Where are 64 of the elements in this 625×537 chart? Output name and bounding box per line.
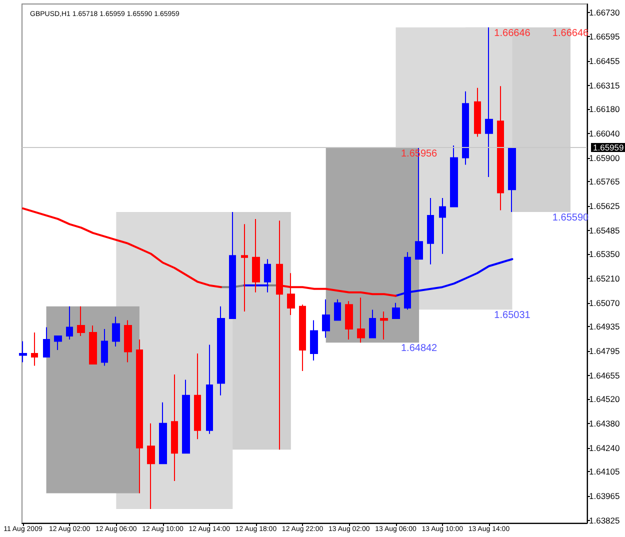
candlestick: [54, 336, 62, 350]
candlestick: [369, 309, 376, 338]
candlestick: [392, 302, 400, 320]
annotation: 1.65031: [494, 310, 531, 322]
y-tick-label: 1.64520: [589, 394, 620, 404]
y-tick-label: 1.65625: [589, 200, 620, 211]
candlestick: [136, 339, 143, 494]
candlestick: [194, 352, 201, 440]
y-tick-label: 1.66595: [589, 31, 620, 42]
candlestick: [229, 211, 236, 320]
y-tick-label: 1.65900: [589, 152, 620, 163]
candlestick: [89, 325, 97, 364]
y-tick-label: 1.65350: [589, 248, 620, 259]
annotation: 1.66646: [494, 28, 531, 39]
y-tick-label: 1.65070: [589, 298, 620, 308]
candlestick: [439, 197, 446, 254]
y-tick-label: 1.66180: [589, 104, 620, 114]
candlestick: [124, 320, 132, 363]
y-tick-label: 1.66040: [589, 128, 620, 138]
y-tick-label: 1.66730: [589, 8, 620, 18]
candlestick: [485, 26, 493, 178]
y-tick-label: 1.66455: [589, 56, 620, 66]
candlestick: [345, 300, 353, 340]
candlestick: [19, 340, 27, 363]
candlestick: [380, 311, 388, 340]
y-tick-label: 1.64935: [589, 321, 620, 332]
y-tick-label: 1.64105: [589, 466, 620, 476]
candlestick: [147, 422, 155, 510]
y-tick-label: 1.65485: [589, 225, 620, 236]
candlestick: [497, 86, 504, 211]
candlestick: [77, 306, 85, 337]
y-tick-label: 1.64240: [589, 442, 620, 453]
y-tick-label: 1.65765: [589, 176, 620, 186]
candlestick: [252, 218, 260, 293]
y-tick-label: 1.65210: [589, 273, 620, 284]
candlestick: [101, 328, 108, 366]
candlestick: [310, 320, 318, 361]
y-tick-label: 1.66315: [589, 80, 620, 90]
annotation: 1.64842: [400, 343, 438, 354]
candlestick: [66, 306, 73, 340]
candlestick: [357, 297, 365, 344]
candlestick: [171, 374, 178, 482]
y-tick-label: 1.64795: [589, 346, 620, 356]
candlestick: [217, 306, 225, 396]
candlestick: [206, 344, 213, 434]
candlestick: [159, 402, 167, 464]
candlestick: [474, 87, 481, 138]
y-tick-label: 1.63825: [589, 515, 620, 526]
candlestick: [241, 224, 248, 312]
candlestick: [43, 326, 50, 358]
y-tick-label: 1.64655: [589, 370, 620, 380]
candlestick: [450, 145, 458, 208]
candlestick: [112, 316, 120, 348]
candlestick: [182, 379, 190, 454]
ref-line-label: 1.65959: [593, 142, 624, 152]
y-tick-label: 1.64380: [589, 418, 620, 428]
candlestick: [462, 90, 469, 166]
candlestick: [299, 304, 306, 372]
candlestick: [334, 298, 341, 321]
y-tick-label: 1.63965: [589, 490, 620, 501]
candlestick: [427, 197, 434, 265]
candlestick: [31, 332, 38, 366]
candlestick: [322, 298, 330, 338]
candlestick: [508, 146, 516, 212]
